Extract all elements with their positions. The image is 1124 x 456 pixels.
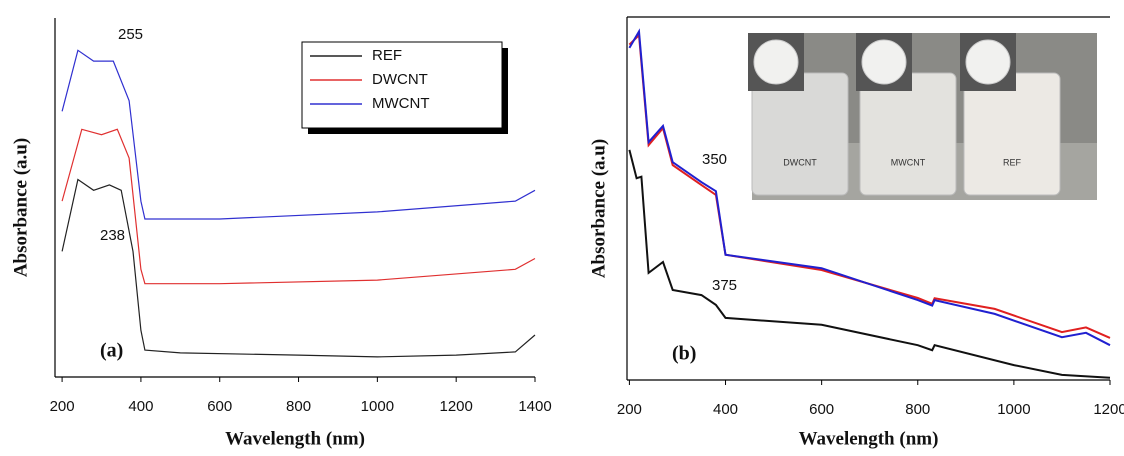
vial-top	[965, 39, 1011, 85]
annotation: 350	[702, 151, 727, 168]
annotation: 255	[118, 26, 143, 43]
legend-label: DWCNT	[372, 71, 428, 88]
x-tick-label: 200	[617, 401, 642, 418]
legend-label: REF	[372, 47, 402, 64]
x-tick-label: 200	[50, 398, 75, 415]
data-line	[628, 149, 1111, 379]
x-tick-label: 400	[128, 398, 153, 415]
panel-tag: (b)	[672, 343, 696, 365]
x-tick-label: 400	[713, 401, 738, 418]
x-tick-label: 1200	[1093, 401, 1124, 418]
data-line	[61, 128, 536, 285]
vial-top	[861, 39, 907, 85]
annotation: 375	[712, 277, 737, 294]
data-line	[628, 28, 1111, 347]
x-axis-title: Wavelength (nm)	[225, 428, 365, 449]
legend-label: MWCNT	[372, 95, 429, 112]
x-tick-label: 800	[905, 401, 930, 418]
inset-label: DWCNT	[783, 157, 817, 167]
data-line	[61, 178, 536, 358]
data-line	[61, 49, 536, 220]
x-tick-label: 1400	[518, 398, 551, 415]
x-tick-label: 1000	[997, 401, 1030, 418]
inset-label: REF	[1003, 157, 1022, 167]
x-tick-label: 1000	[361, 398, 394, 415]
beaker	[751, 72, 849, 196]
annotation: 238	[100, 227, 125, 244]
vial-top	[753, 39, 799, 85]
beaker	[963, 72, 1061, 196]
x-axis-title: Wavelength (nm)	[799, 428, 939, 449]
y-axis-title: Absorbance (a.u)	[588, 139, 609, 278]
x-tick-label: 800	[286, 398, 311, 415]
panel-tag: (a)	[100, 340, 123, 362]
x-tick-label: 600	[809, 401, 834, 418]
y-axis-title: Absorbance (a.u)	[10, 138, 31, 277]
beaker	[859, 72, 957, 196]
x-tick-label: 1200	[439, 398, 472, 415]
x-tick-label: 600	[207, 398, 232, 415]
inset-label: MWCNT	[891, 157, 926, 167]
